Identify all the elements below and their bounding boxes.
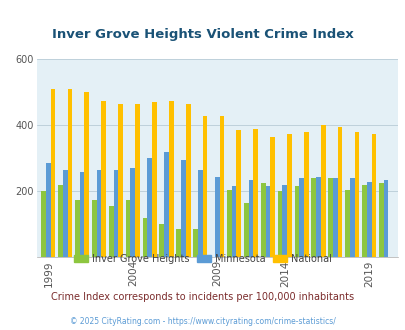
- Bar: [75, 200, 79, 257]
- Bar: [198, 170, 202, 257]
- Bar: [226, 190, 231, 257]
- Bar: [270, 137, 274, 257]
- Bar: [253, 129, 258, 257]
- Bar: [282, 185, 286, 257]
- Bar: [164, 152, 168, 257]
- Bar: [315, 177, 320, 257]
- Bar: [378, 183, 383, 257]
- Bar: [41, 191, 46, 257]
- Bar: [96, 170, 101, 257]
- Bar: [303, 132, 308, 257]
- Bar: [58, 185, 63, 257]
- Bar: [337, 127, 342, 257]
- Text: Crime Index corresponds to incidents per 100,000 inhabitants: Crime Index corresponds to incidents per…: [51, 292, 354, 302]
- Bar: [130, 168, 135, 257]
- Bar: [260, 183, 265, 257]
- Bar: [84, 92, 89, 257]
- Bar: [185, 104, 190, 257]
- Bar: [142, 218, 147, 257]
- Legend: Inver Grove Heights, Minnesota, National: Inver Grove Heights, Minnesota, National: [70, 249, 335, 267]
- Bar: [298, 178, 303, 257]
- Bar: [159, 224, 164, 257]
- Bar: [46, 163, 51, 257]
- Bar: [243, 203, 248, 257]
- Bar: [135, 104, 140, 257]
- Bar: [68, 89, 72, 257]
- Bar: [366, 182, 371, 257]
- Bar: [383, 180, 388, 257]
- Bar: [248, 180, 253, 257]
- Text: © 2025 CityRating.com - https://www.cityrating.com/crime-statistics/: © 2025 CityRating.com - https://www.city…: [70, 317, 335, 326]
- Bar: [126, 200, 130, 257]
- Bar: [328, 178, 332, 257]
- Bar: [320, 125, 325, 257]
- Bar: [147, 158, 151, 257]
- Bar: [349, 178, 354, 257]
- Bar: [51, 89, 55, 257]
- Bar: [311, 178, 315, 257]
- Bar: [151, 102, 156, 257]
- Bar: [265, 186, 270, 257]
- Bar: [214, 177, 219, 257]
- Bar: [109, 206, 113, 257]
- Bar: [181, 160, 185, 257]
- Bar: [168, 101, 173, 257]
- Bar: [371, 134, 375, 257]
- Bar: [354, 132, 358, 257]
- Bar: [193, 229, 198, 257]
- Bar: [236, 130, 241, 257]
- Bar: [101, 101, 106, 257]
- Bar: [277, 191, 282, 257]
- Bar: [113, 170, 118, 257]
- Bar: [344, 190, 349, 257]
- Bar: [332, 178, 337, 257]
- Bar: [294, 186, 298, 257]
- Bar: [231, 186, 236, 257]
- Bar: [92, 200, 96, 257]
- Bar: [79, 172, 84, 257]
- Bar: [286, 134, 291, 257]
- Bar: [176, 229, 181, 257]
- Text: Inver Grove Heights Violent Crime Index: Inver Grove Heights Violent Crime Index: [52, 28, 353, 41]
- Bar: [202, 115, 207, 257]
- Bar: [118, 104, 123, 257]
- Bar: [219, 115, 224, 257]
- Bar: [361, 185, 366, 257]
- Bar: [63, 170, 68, 257]
